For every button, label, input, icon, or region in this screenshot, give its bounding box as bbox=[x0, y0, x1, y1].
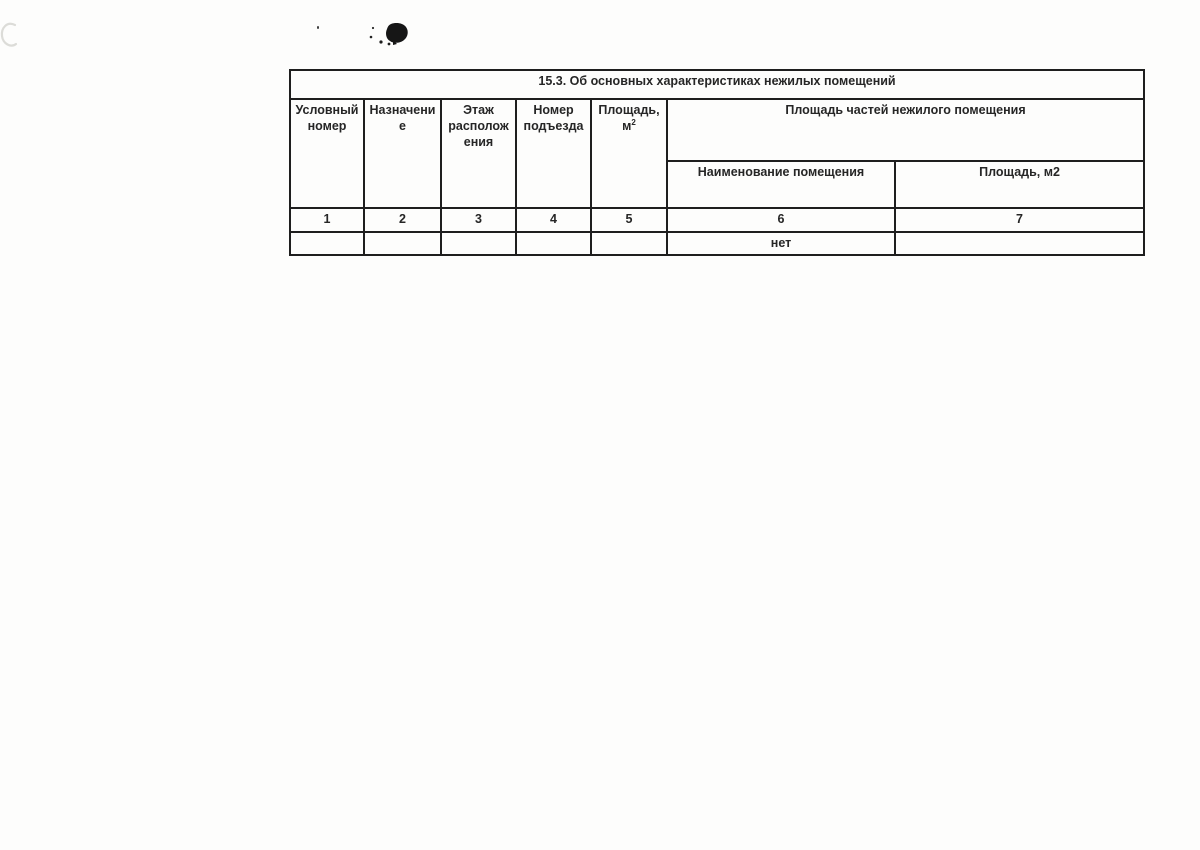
column-number: 4 bbox=[515, 207, 592, 233]
squared-superscript: 2 bbox=[631, 117, 636, 127]
data-cell-purpose bbox=[363, 231, 442, 256]
column-number: 6 bbox=[666, 207, 896, 233]
header-area: Площадь, м2 bbox=[590, 98, 668, 209]
column-number: 2 bbox=[363, 207, 442, 233]
header-entrance-number: Номер подъезда bbox=[515, 98, 592, 209]
data-cell-conditional-number bbox=[289, 231, 365, 256]
header-floor: Этаж расположения bbox=[440, 98, 517, 209]
data-cell-room-name: нет bbox=[666, 231, 896, 256]
column-number: 7 bbox=[893, 207, 1146, 233]
header-room-name: Наименование помещения bbox=[666, 160, 896, 209]
characteristics-table: 15.3. Об основных характеристиках нежилы… bbox=[288, 69, 1146, 256]
table-header-row: Условный номер Назначение Этаж расположе… bbox=[289, 98, 1146, 209]
scanner-edge-mark-icon bbox=[0, 22, 18, 47]
section-title: 15.3. Об основных характеристиках нежилы… bbox=[288, 69, 1146, 100]
data-cell-floor bbox=[440, 231, 517, 256]
column-number: 5 bbox=[590, 207, 668, 233]
header-purpose: Назначение bbox=[363, 98, 442, 209]
ink-blot-icon bbox=[369, 23, 408, 46]
header-conditional-number: Условный номер bbox=[289, 98, 365, 209]
table-title-row: 15.3. Об основных характеристиках нежилы… bbox=[288, 69, 1146, 100]
column-number-row: 1 2 3 4 5 6 7 bbox=[289, 207, 1146, 233]
stray-speck-icon bbox=[317, 26, 319, 29]
data-cell-area bbox=[590, 231, 668, 256]
column-number: 3 bbox=[440, 207, 517, 233]
data-cell-area-m2 bbox=[893, 231, 1146, 256]
data-cell-entrance bbox=[515, 231, 592, 256]
table-subheader-row: Наименование помещения Площадь, м2 bbox=[290, 160, 1146, 209]
header-area-of-parts-group: Площадь частей нежилого помещения bbox=[665, 98, 1146, 162]
header-area-m2: Площадь, м2 bbox=[893, 160, 1146, 209]
column-number: 1 bbox=[289, 207, 365, 233]
table-data-row: нет bbox=[289, 231, 1146, 256]
